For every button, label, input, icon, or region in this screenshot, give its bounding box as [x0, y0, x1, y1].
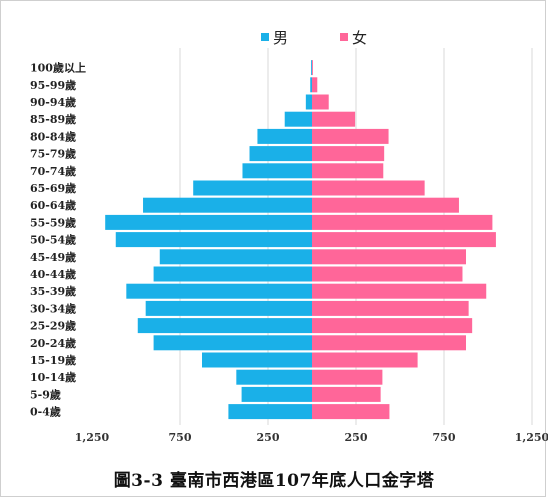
male-bar	[153, 266, 312, 282]
bars	[105, 60, 496, 420]
female-bar	[312, 266, 463, 282]
male-bar	[143, 197, 312, 213]
male-bar	[249, 146, 312, 162]
age-group-label: 30-34歲	[30, 301, 76, 315]
male-bar	[137, 318, 312, 334]
male-bar	[241, 386, 312, 402]
age-group-label: 5-9歲	[30, 387, 61, 401]
female-bar	[312, 352, 418, 368]
age-group-label: 100歲以上	[30, 61, 86, 75]
female-bar	[312, 197, 459, 213]
male-bar	[159, 249, 312, 265]
female-bar	[312, 77, 318, 93]
female-bar	[312, 128, 389, 144]
female-bar	[312, 335, 466, 351]
age-group-label: 70-74歲	[30, 164, 76, 178]
male-bar	[242, 163, 312, 179]
chart-caption: 圖3-3 臺南市西港區107年底人口金字塔	[113, 471, 435, 491]
age-group-label: 35-39歲	[30, 284, 76, 298]
male-legend-label: 男	[273, 29, 288, 47]
female-bar	[312, 404, 390, 420]
male-legend-swatch	[261, 33, 269, 41]
female-bar	[312, 214, 493, 230]
female-bar	[312, 146, 385, 162]
legend: 男女	[261, 29, 367, 47]
age-group-label: 80-84歲	[30, 129, 76, 143]
x-tick-label: 750	[169, 431, 192, 444]
female-legend-label: 女	[352, 29, 367, 47]
male-bar	[145, 300, 312, 316]
x-tick-label: 750	[433, 431, 456, 444]
age-group-label: 25-29歲	[30, 319, 76, 333]
female-bar	[312, 111, 356, 127]
age-group-label: 0-4歲	[30, 405, 61, 419]
male-bar	[115, 232, 312, 248]
age-group-label: 20-24歲	[30, 336, 76, 350]
male-bar	[228, 404, 312, 420]
female-bar	[312, 94, 329, 110]
male-bar	[126, 283, 312, 299]
female-bar	[312, 318, 473, 334]
x-tick-label: 1,250	[75, 431, 110, 444]
age-group-label: 55-59歲	[30, 215, 76, 229]
age-group-label: 40-44歲	[30, 267, 76, 281]
age-group-label: 15-19歲	[30, 353, 76, 367]
x-tick-label: 1,250	[515, 431, 548, 444]
male-bar	[236, 369, 312, 385]
x-tick-label: 250	[345, 431, 368, 444]
male-bar	[202, 352, 312, 368]
male-bar	[153, 335, 312, 351]
age-group-label: 60-64歲	[30, 198, 76, 212]
female-bar	[312, 300, 469, 316]
male-bar	[193, 180, 312, 196]
female-bar	[312, 60, 313, 76]
female-bar	[312, 163, 384, 179]
age-group-label: 85-89歲	[30, 112, 76, 126]
age-group-label: 50-54歲	[30, 233, 76, 247]
male-bar	[257, 128, 312, 144]
female-bar	[312, 386, 381, 402]
female-bar	[312, 180, 425, 196]
category-labels: 100歲以上 95-99歲 90-94歲 85-89歲 80-84歲 75-79歲 70-7…	[30, 61, 86, 419]
female-bar	[312, 249, 466, 265]
male-bar	[284, 111, 312, 127]
male-bar	[311, 60, 312, 76]
population-pyramid-chart: 100歲以上 95-99歲 90-94歲 85-89歲 80-84歲 75-79歲 70-7…	[30, 29, 548, 444]
age-group-label: 75-79歲	[30, 147, 76, 161]
male-bar	[305, 94, 312, 110]
x-axis-tick-labels: 1,250 750 250 250 750 1,250	[75, 431, 548, 444]
age-group-label: 10-14歲	[30, 370, 76, 384]
age-group-label: 95-99歲	[30, 78, 76, 92]
female-legend-swatch	[340, 33, 348, 41]
age-group-label: 90-94歲	[30, 95, 76, 109]
male-bar	[310, 77, 312, 93]
male-bar	[105, 214, 312, 230]
female-bar	[312, 369, 383, 385]
x-tick-label: 250	[257, 431, 280, 444]
female-bar	[312, 283, 487, 299]
age-group-label: 65-69歲	[30, 181, 76, 195]
age-group-label: 45-49歲	[30, 250, 76, 264]
female-bar	[312, 232, 496, 248]
